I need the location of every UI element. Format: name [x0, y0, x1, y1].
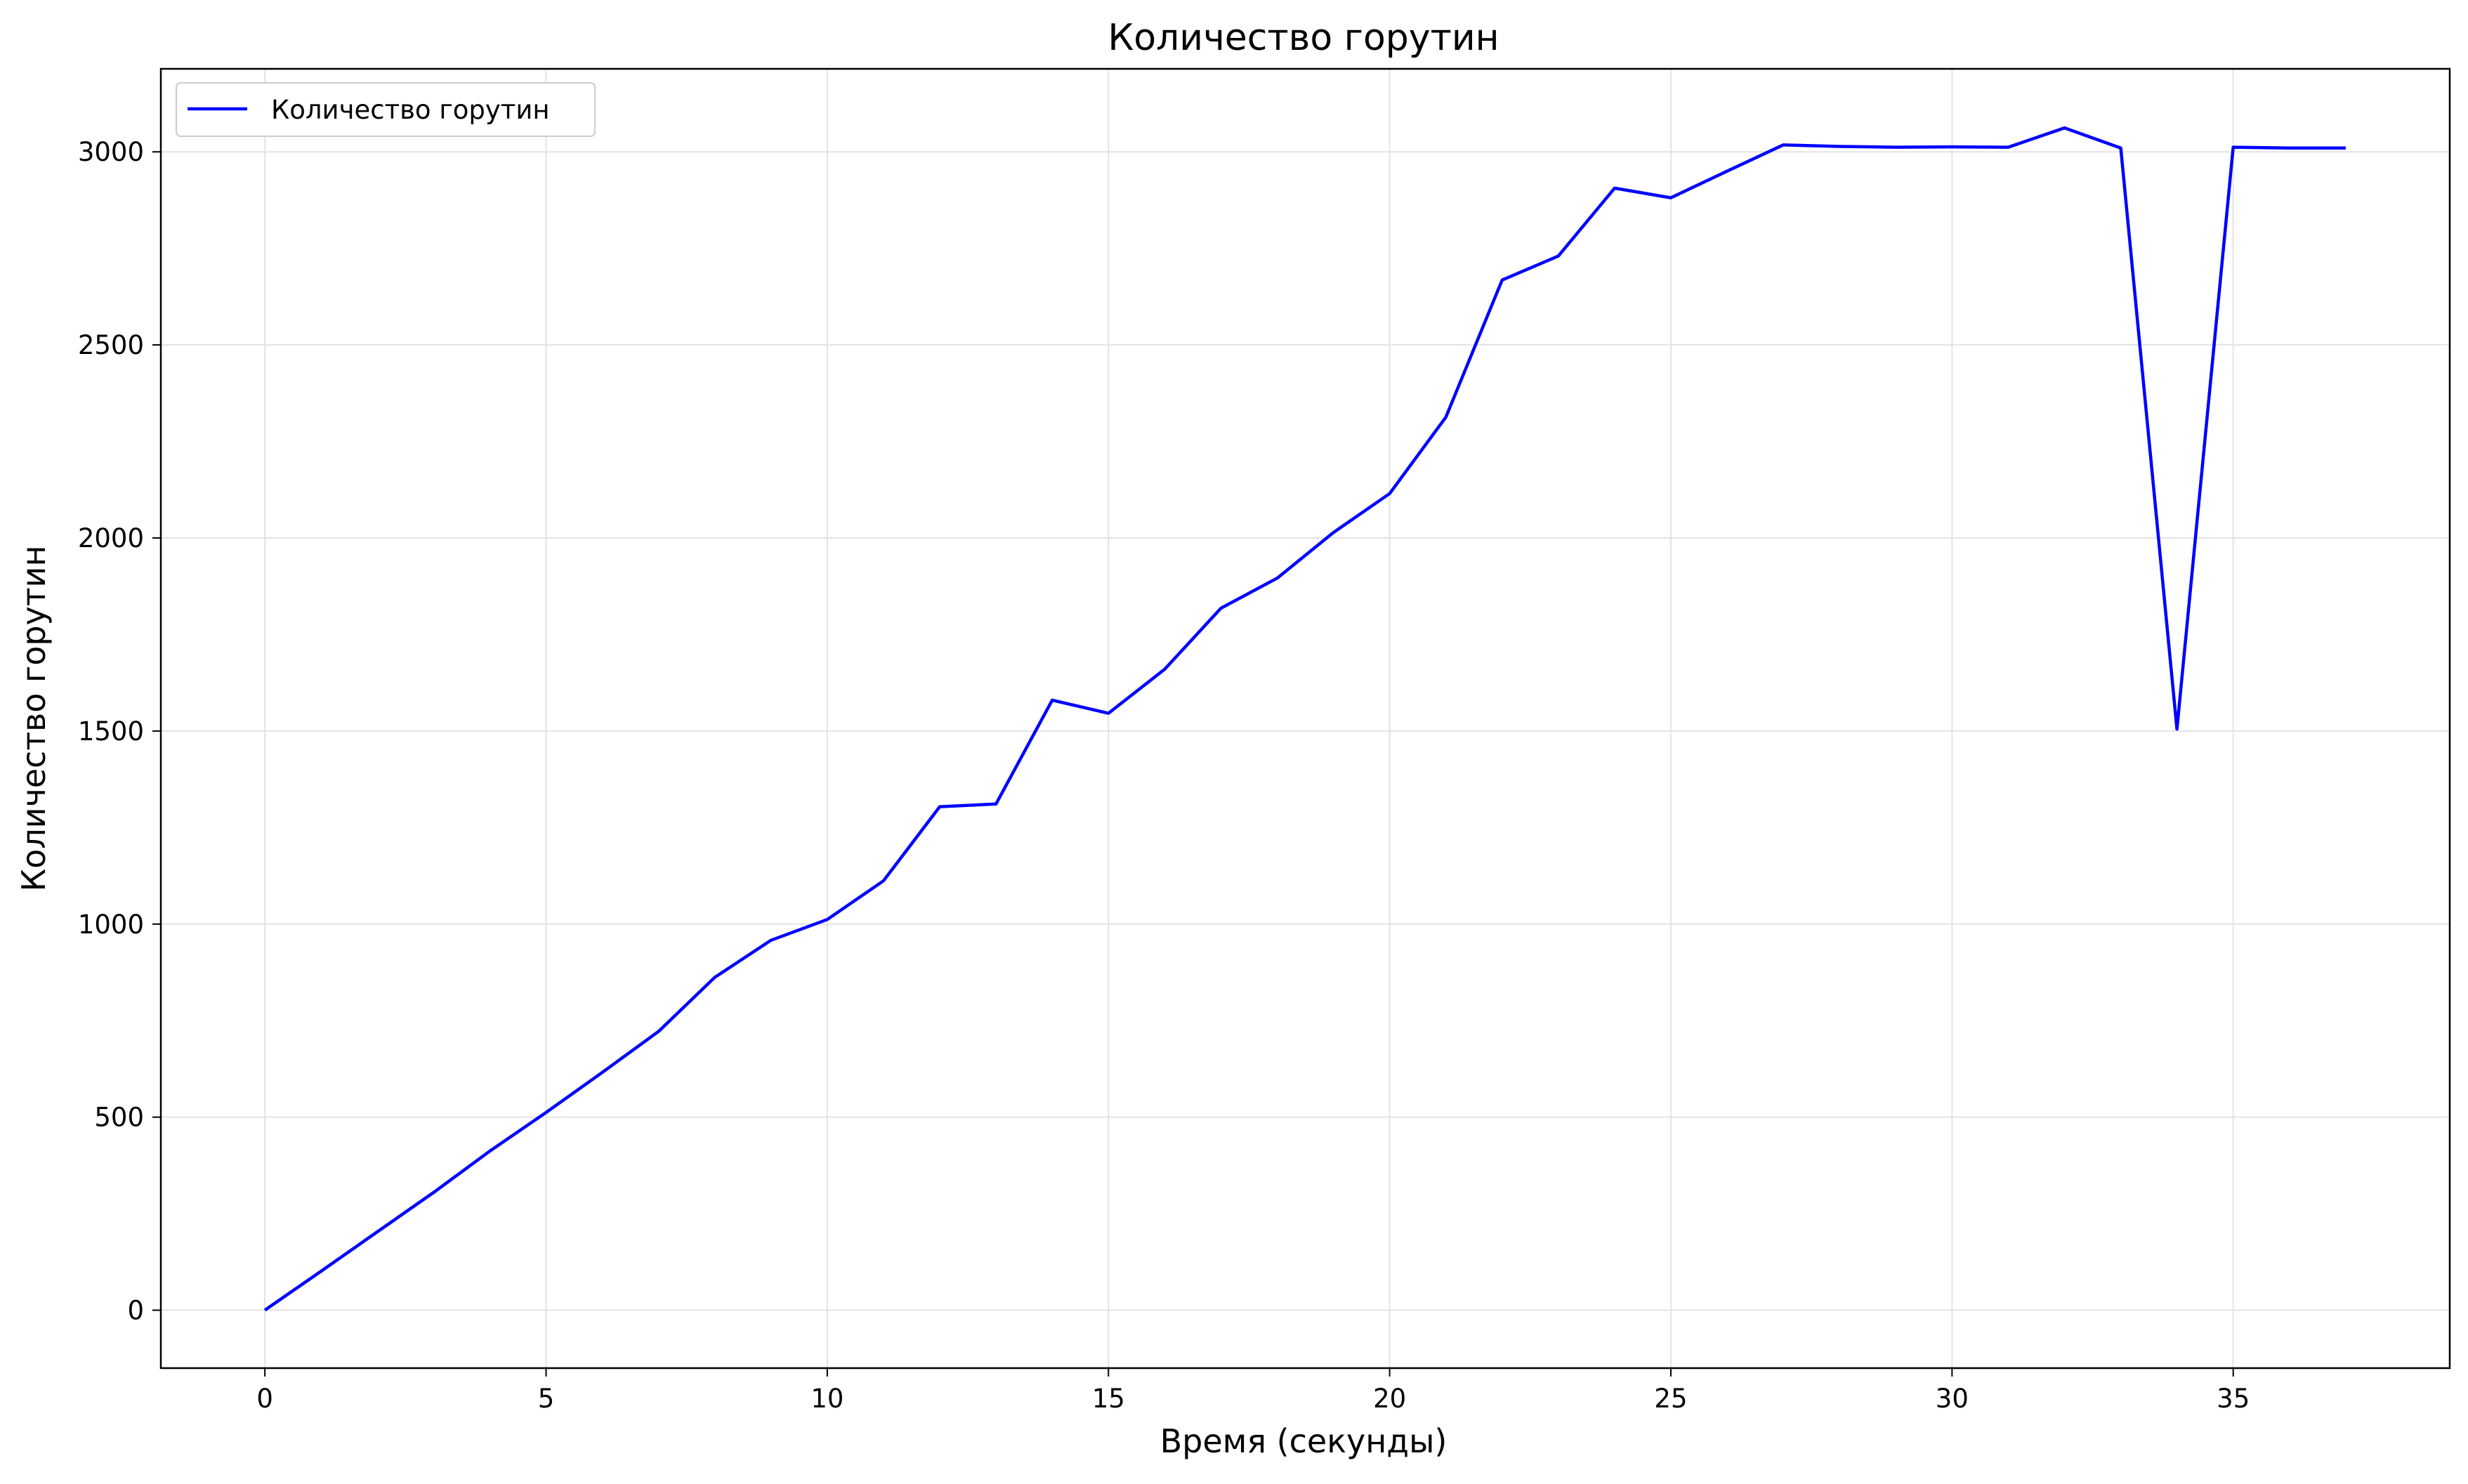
- chart-title: Количество горутин: [1108, 17, 1499, 59]
- x-tick-label: 35: [2217, 1384, 2250, 1414]
- legend-label: Количество горутин: [271, 95, 550, 125]
- legend-box: [176, 82, 596, 137]
- legend: Количество горутин: [176, 82, 596, 137]
- y-tick-label: 2000: [78, 523, 144, 553]
- x-tick-label: 15: [1092, 1384, 1125, 1414]
- y-tick-label: 3000: [78, 137, 144, 167]
- x-tick-label: 5: [538, 1384, 555, 1414]
- y-axis-label: Количество горутин: [15, 545, 53, 891]
- grid: [161, 69, 2450, 1368]
- y-tick-label: 2500: [78, 330, 144, 360]
- x-axis-label: Время (секунды): [1160, 1422, 1448, 1460]
- series-line: [263, 126, 2346, 1312]
- x-tick-label: 30: [1936, 1384, 1969, 1414]
- plot-frame: [159, 67, 2451, 1370]
- x-tick-label: 10: [810, 1384, 844, 1414]
- y-axis-ticks: 0 500 1000 1500 2000 2500 3000: [78, 137, 161, 1326]
- x-axis-ticks: 0 5 10 15 20 25 30 35: [256, 1368, 2250, 1414]
- x-tick-label: 25: [1654, 1384, 1687, 1414]
- x-tick-label: 20: [1373, 1384, 1406, 1414]
- series-layer: [263, 126, 2346, 1312]
- y-tick-label: 0: [127, 1296, 144, 1326]
- y-tick-label: 1000: [78, 910, 144, 940]
- x-tick-label: 0: [256, 1384, 273, 1414]
- y-tick-label: 500: [94, 1103, 144, 1133]
- y-tick-label: 1500: [78, 716, 144, 747]
